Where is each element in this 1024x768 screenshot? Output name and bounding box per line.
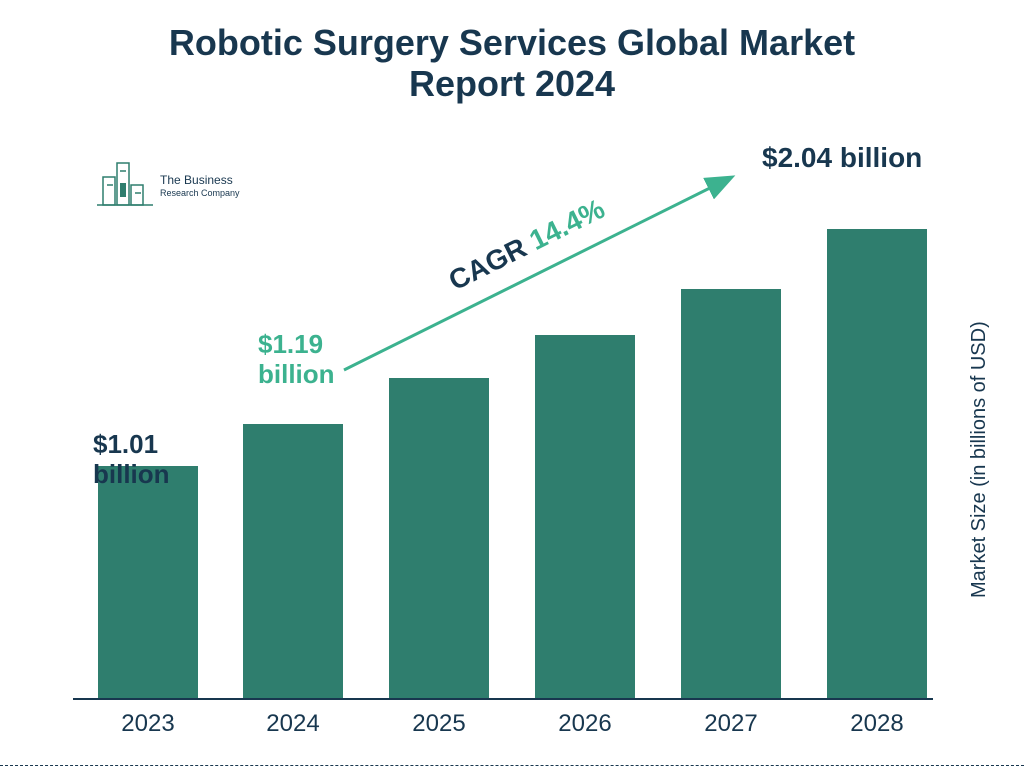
title-line1: Robotic Surgery Services Global Market <box>169 22 855 63</box>
y-axis-label: Market Size (in billions of USD) <box>968 260 991 660</box>
xtick-2025: 2025 <box>389 710 489 738</box>
data-label-2024: $1.19 billion <box>258 330 335 390</box>
bar-2027 <box>681 289 781 698</box>
footer-divider <box>0 765 1024 766</box>
bar-2023 <box>98 466 198 698</box>
bar-2026 <box>535 335 635 698</box>
title-line2: Report 2024 <box>409 63 615 104</box>
xtick-2024: 2024 <box>243 710 343 738</box>
chart-title: Robotic Surgery Services Global Market R… <box>0 22 1024 105</box>
data-label-2028: $2.04 billion <box>762 142 922 174</box>
x-axis-line <box>73 698 933 700</box>
chart-canvas: Robotic Surgery Services Global Market R… <box>0 0 1024 768</box>
xtick-2028: 2028 <box>827 710 927 738</box>
xtick-2023: 2023 <box>98 710 198 738</box>
data-label-2023: $1.01 billion <box>93 430 170 490</box>
bar-2024 <box>243 424 343 698</box>
xtick-2026: 2026 <box>535 710 635 738</box>
bar-2025 <box>389 378 489 698</box>
bar-chart <box>73 150 933 700</box>
bar-2028 <box>827 229 927 698</box>
xtick-2027: 2027 <box>681 710 781 738</box>
